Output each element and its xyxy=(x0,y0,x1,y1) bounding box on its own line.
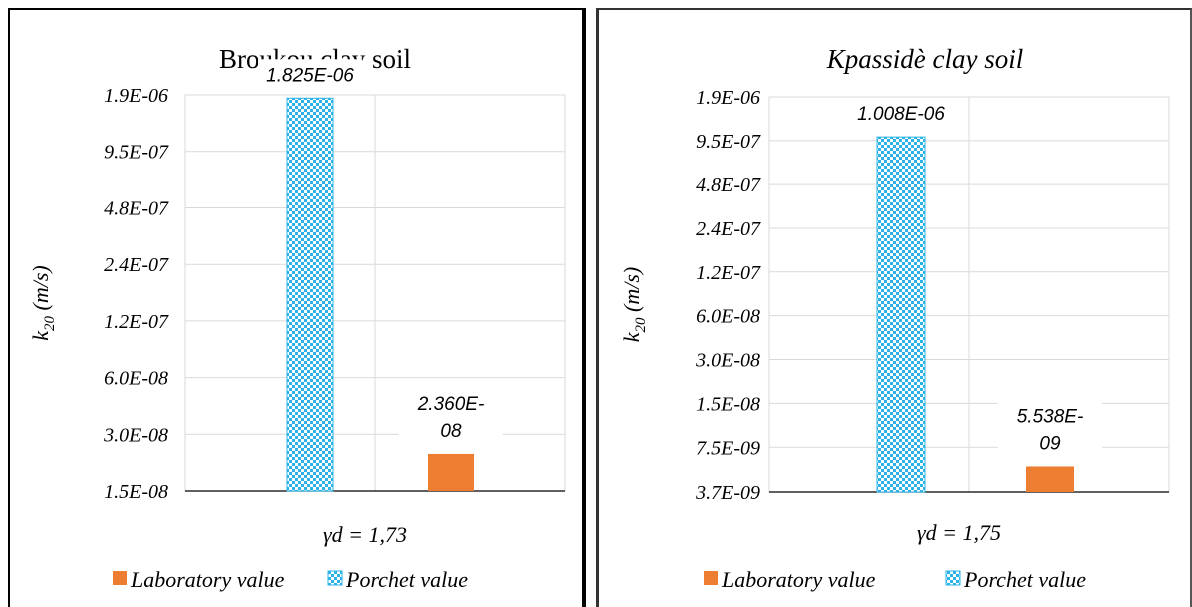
data-label: 5.538E- xyxy=(1017,406,1084,427)
bar-porchet xyxy=(876,136,926,493)
bar-chart-broukou: Broukou clay soil1.9E-069.5E-074.8E-072.… xyxy=(28,44,566,592)
data-label: 1.825E-06 xyxy=(266,65,354,86)
y-tick-label: 9.5E-07 xyxy=(696,131,761,153)
y-tick-label: 3.7E-09 xyxy=(695,482,760,504)
y-axis-label-unit: (m/s) xyxy=(619,267,644,318)
data-label: 09 xyxy=(1039,433,1061,454)
legend-swatch-laboratory xyxy=(113,571,127,585)
y-tick-label: 9.5E-07 xyxy=(104,142,169,164)
y-tick-label: 1.9E-06 xyxy=(104,85,168,107)
legend-swatch-laboratory xyxy=(704,571,718,585)
bar-laboratory xyxy=(1026,466,1074,492)
data-label: 1.008E-06 xyxy=(857,104,945,125)
chart-panel-broukou: Broukou clay soil 1.9E-06 9.5E-07 4.8E-07 2.… xyxy=(8,8,586,607)
y-tick-label: 3.0E-08 xyxy=(103,424,168,446)
bar-chart-kpassidè: Kpassidè clay soil 1.9E-06 9.5E-07 4.8E-07 2… xyxy=(619,44,1170,592)
chart-panel-kpassidè: Kpassidè clay soil 1.9E-06 9.5E-07 4.8E-07 2… xyxy=(596,8,1192,607)
y-axis-label-k: k xyxy=(28,330,53,341)
y-axis-label-sub: 20 xyxy=(42,315,58,331)
legend-label-porchet: Porchet value xyxy=(345,567,468,592)
y-tick-label: 4.8E-07 xyxy=(104,198,169,220)
data-label-box xyxy=(998,400,1102,461)
y-tick-label: 7.5E-09 xyxy=(696,437,760,459)
legend-label-laboratory: Laboratory value xyxy=(130,567,285,592)
y-axis-label-unit: (m/s) xyxy=(28,265,53,316)
legend-swatch-porchet xyxy=(327,570,343,586)
y-tick-label: 1.2E-07 xyxy=(696,262,761,284)
legend-swatch-porchet xyxy=(945,570,961,586)
y-tick-label: 1.5E-08 xyxy=(104,481,168,503)
x-axis-label: γd = 1,75 xyxy=(917,520,1001,545)
data-label: 2.360E- xyxy=(417,394,485,415)
y-tick-label: 4.8E-07 xyxy=(696,174,761,196)
y-tick-label: 3.0E-08 xyxy=(695,350,760,372)
chart-title: Kpassidè clay soil xyxy=(826,44,1024,74)
y-tick-label: 6.0E-08 xyxy=(696,306,760,328)
y-tick-label: 1.5E-08 xyxy=(696,393,760,415)
data-label-box xyxy=(399,387,503,448)
y-tick-label: 6.0E-08 xyxy=(104,368,168,390)
y-axis-label: k20 (m/s) xyxy=(28,265,58,340)
legend-label-laboratory: Laboratory value xyxy=(721,567,876,592)
bar-porchet xyxy=(286,97,334,492)
y-axis-label: k20 (m/s) xyxy=(619,267,649,342)
data-label-box xyxy=(849,98,953,132)
x-axis-label: γd = 1,73 xyxy=(323,522,407,547)
data-label-box xyxy=(258,59,362,93)
bar-laboratory xyxy=(428,453,474,491)
y-axis-label-k: k xyxy=(619,331,644,342)
y-axis-label-sub: 20 xyxy=(633,317,649,333)
y-tick-label: 2.4E-07 xyxy=(104,254,169,276)
y-tick-label: 1.2E-07 xyxy=(104,311,169,333)
legend-label-porchet: Porchet value xyxy=(963,567,1086,592)
data-label: 08 xyxy=(440,421,462,442)
y-tick-label: 2.4E-07 xyxy=(696,218,761,240)
y-tick-label: 1.9E-06 xyxy=(696,87,760,109)
